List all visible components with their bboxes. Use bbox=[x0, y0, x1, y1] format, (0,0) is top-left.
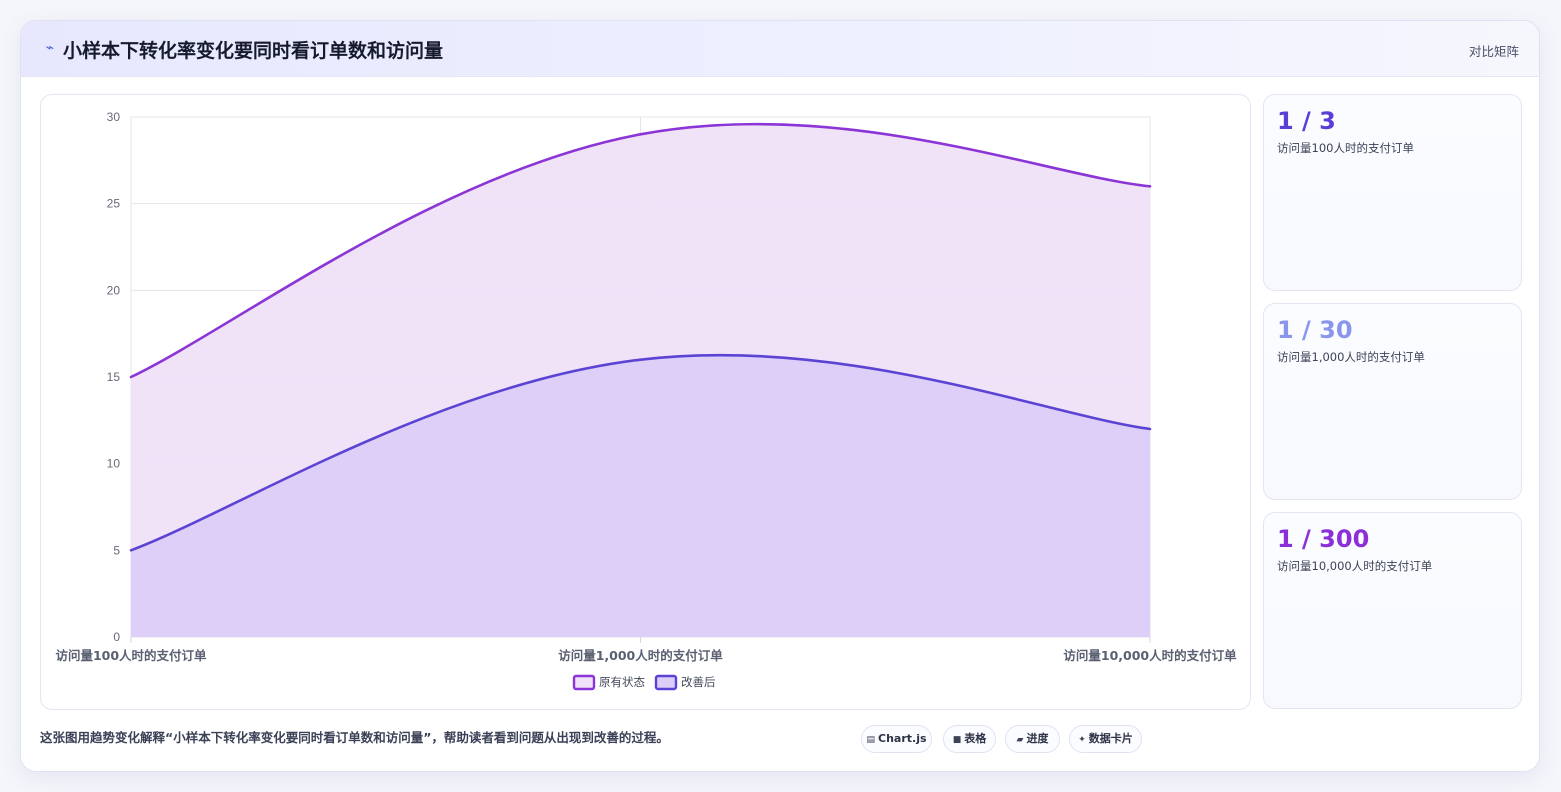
y-tick-label: 5 bbox=[113, 543, 120, 557]
chart-icon: ▤ bbox=[866, 735, 875, 745]
y-tick-label: 10 bbox=[107, 457, 121, 471]
progress-icon: ▰ bbox=[1016, 735, 1024, 745]
legend-label: 改善后 bbox=[681, 675, 716, 689]
stat-label: 访问量100人时的支付订单 bbox=[1277, 141, 1414, 155]
chip-label: 表格 bbox=[964, 732, 987, 745]
chip-table[interactable]: ■ 表格 bbox=[943, 725, 996, 753]
sparkle-icon: ✦ bbox=[1078, 735, 1086, 745]
x-tick-label: 访问量100人时的支付订单 bbox=[55, 648, 207, 663]
stat-value: 1 / 300 bbox=[1277, 525, 1370, 553]
chip-label: Chart.js bbox=[878, 732, 927, 745]
chip-label: 进度 bbox=[1026, 732, 1049, 745]
stat-value: 1 / 3 bbox=[1277, 107, 1336, 135]
chip-chartjs[interactable]: ▤ Chart.js bbox=[861, 725, 932, 753]
y-tick-label: 30 bbox=[107, 110, 121, 124]
legend-swatch bbox=[572, 674, 596, 691]
series-area bbox=[131, 355, 1150, 637]
chart-panel: 0 5 10 15 20 25 30 访问量100人时的支付订单 访问量1,000人时的支付订单… bbox=[40, 94, 1251, 710]
chip-label: 数据卡片 bbox=[1088, 732, 1133, 745]
legend-swatch bbox=[654, 674, 678, 691]
stat-label: 访问量1,000人时的支付订单 bbox=[1277, 350, 1425, 364]
y-tick-label: 25 bbox=[107, 197, 121, 211]
page-title: 小样本下转化率变化要同时看订单数和访问量 bbox=[63, 40, 444, 62]
series-line bbox=[129, 122, 1152, 379]
card-header: ⌁ 小样本下转化率变化要同时看订单数和访问量 对比矩阵 bbox=[21, 21, 1539, 77]
y-tick-label: 20 bbox=[107, 283, 121, 297]
table-icon: ■ bbox=[952, 735, 962, 745]
stat-card-1: 1 / 3 访问量100人时的支付订单 bbox=[1263, 94, 1522, 291]
area-chart: 0 5 10 15 20 25 30 访问量100人时的支付订单 访问量1,000人时的支付订单… bbox=[55, 110, 1237, 691]
x-tick-label: 访问量10,000人时的支付订单 bbox=[1063, 648, 1237, 663]
stat-card-3: 1 / 300 访问量10,000人时的支付订单 bbox=[1263, 512, 1522, 709]
stat-card-2: 1 / 30 访问量1,000人时的支付订单 bbox=[1263, 303, 1522, 500]
y-tick-label: 0 bbox=[113, 630, 120, 644]
series-line bbox=[129, 353, 1152, 552]
trend-line-icon: ⌁ bbox=[45, 40, 55, 56]
x-tick-label: 访问量1,000人时的支付订单 bbox=[558, 648, 723, 663]
chart-description: 这张图用趋势变化解释“小样本下转化率变化要同时看订单数和访问量”，帮助读者看到问… bbox=[40, 730, 669, 745]
legend-label: 原有状态 bbox=[599, 675, 645, 689]
y-tick-label: 15 bbox=[107, 370, 121, 384]
dashboard-card: ⌁ 小样本下转化率变化要同时看订单数和访问量 对比矩阵 0 5 10 15 20 25 30… bbox=[20, 20, 1540, 772]
view-mode-label[interactable]: 对比矩阵 bbox=[1468, 44, 1519, 59]
stat-label: 访问量10,000人时的支付订单 bbox=[1277, 559, 1433, 573]
chip-progress[interactable]: ▰ 进度 bbox=[1005, 725, 1060, 753]
chip-data-cards[interactable]: ✦ 数据卡片 bbox=[1069, 725, 1142, 753]
stat-value: 1 / 30 bbox=[1277, 316, 1353, 344]
